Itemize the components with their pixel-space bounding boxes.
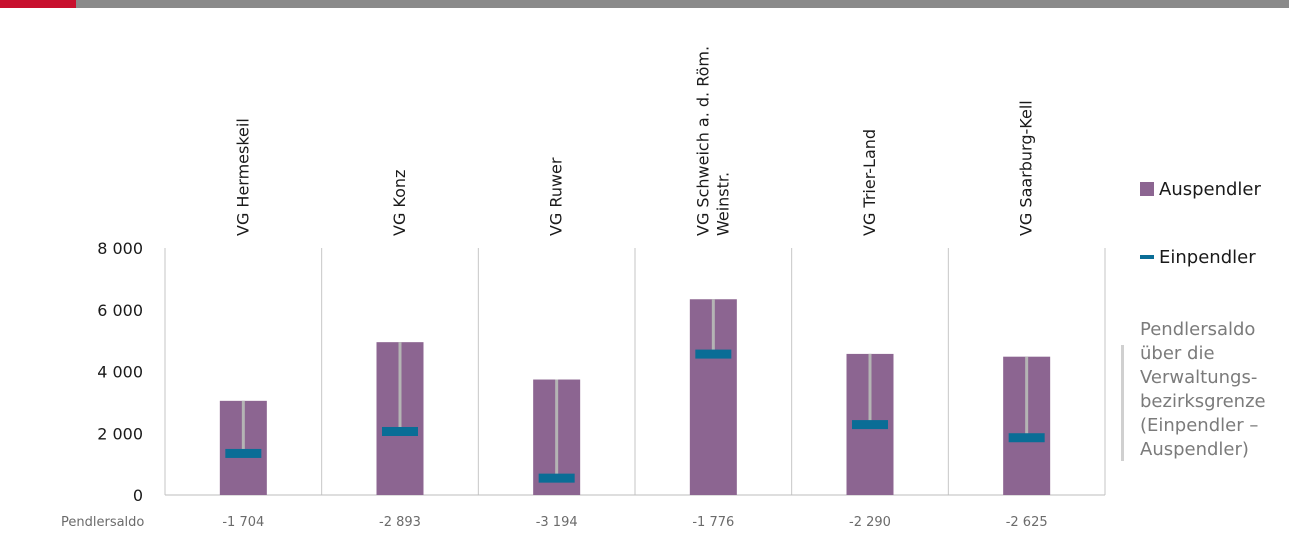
pendlersaldo-row-label: Pendlersaldo bbox=[61, 515, 144, 530]
y-tick-label: 8 000 bbox=[97, 239, 143, 258]
category-label: VG Schweich a. d. Röm. bbox=[693, 46, 712, 236]
einpendler-markers bbox=[225, 349, 1045, 483]
category-labels: VG Hermeskeil VG Konz VG Ruwer VG Schweich … bbox=[233, 46, 1035, 236]
note-line: Verwaltungs- bbox=[1140, 367, 1258, 388]
legend: Auspendler Einpendler bbox=[1140, 176, 1285, 312]
y-tick-labels: 0 2 000 4 000 6 000 8 000 bbox=[97, 239, 143, 505]
pendlersaldo-value: -2 625 bbox=[1006, 515, 1048, 530]
legend-item-einpendler: Einpendler bbox=[1140, 244, 1285, 270]
einpendler-marker bbox=[852, 420, 888, 430]
legend-swatch-auspendler bbox=[1140, 182, 1154, 196]
legend-label-auspendler: Auspendler bbox=[1159, 178, 1261, 200]
category-label: VG Ruwer bbox=[547, 157, 566, 236]
pendlersaldo-value: -2 290 bbox=[849, 515, 891, 530]
einpendler-marker bbox=[695, 349, 732, 359]
category-label: Weinstr. bbox=[713, 172, 732, 236]
connector-lines bbox=[241, 299, 1029, 479]
note-line: (Einpendler – bbox=[1140, 415, 1259, 436]
top-bar bbox=[0, 0, 1289, 8]
category-separators bbox=[164, 248, 1106, 495]
note-line: über die bbox=[1140, 343, 1215, 364]
einpendler-marker bbox=[538, 473, 575, 483]
saldo-note: Pendlersaldo über die Verwaltungs- bezir… bbox=[1140, 318, 1280, 462]
note-line: Auspendler) bbox=[1140, 439, 1249, 460]
pendlersaldo-value: -2 893 bbox=[379, 515, 421, 530]
note-divider bbox=[1121, 345, 1124, 461]
legend-swatch-einpendler bbox=[1140, 255, 1154, 259]
y-tick-label: 2 000 bbox=[97, 424, 143, 443]
category-label: VG Saarburg-Kell bbox=[1017, 100, 1036, 236]
category-label: VG Konz bbox=[390, 170, 409, 236]
y-tick-label: 6 000 bbox=[97, 301, 143, 320]
note-line: bezirksgrenze bbox=[1140, 391, 1266, 412]
pendlersaldo-value: -1 776 bbox=[692, 515, 734, 530]
legend-label-einpendler: Einpendler bbox=[1159, 246, 1256, 268]
pendlersaldo-row: Pendlersaldo -1 704 -2 893 -3 194 -1 776 -2 … bbox=[61, 515, 1048, 530]
pendlersaldo-value: -1 704 bbox=[222, 515, 264, 530]
einpendler-marker bbox=[382, 426, 418, 436]
top-bar-accent bbox=[0, 0, 76, 8]
pendlersaldo-value: -3 194 bbox=[536, 515, 578, 530]
einpendler-marker bbox=[1008, 433, 1045, 443]
category-label: VG Hermeskeil bbox=[233, 118, 252, 236]
y-tick-label: 0 bbox=[133, 486, 143, 505]
note-line: Pendlersaldo bbox=[1140, 319, 1256, 340]
einpendler-marker bbox=[225, 448, 262, 458]
y-tick-label: 4 000 bbox=[97, 363, 143, 382]
legend-item-auspendler: Auspendler bbox=[1140, 176, 1285, 202]
category-label: VG Trier-Land bbox=[860, 129, 879, 236]
